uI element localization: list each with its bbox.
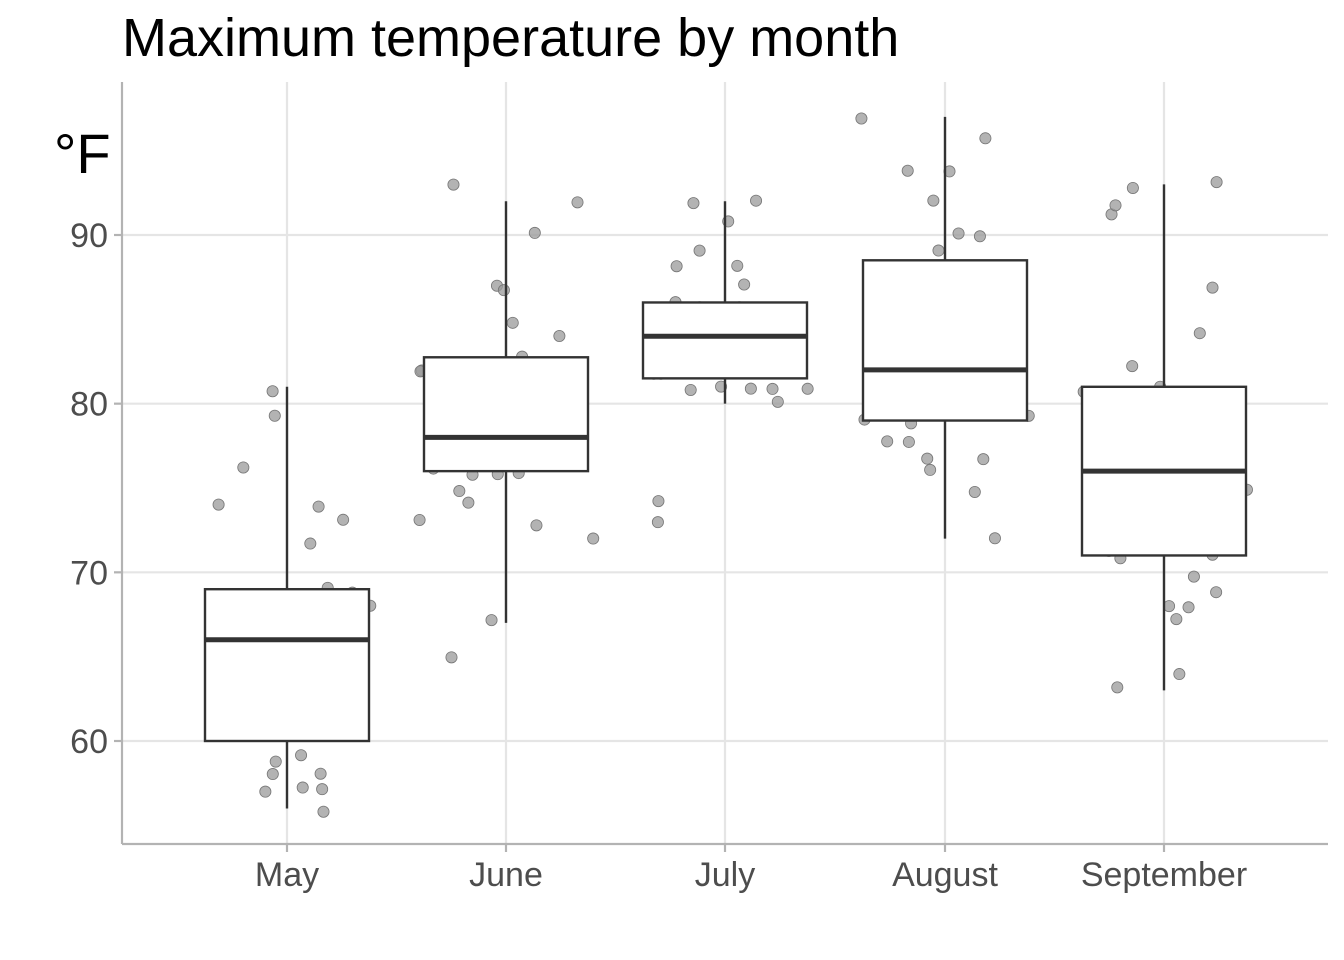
data-point-may-26 [316, 783, 329, 796]
y-tick-label-90: 90 [70, 217, 108, 255]
data-point-august-8 [952, 227, 965, 240]
x-tick-label-july: July [695, 856, 755, 894]
data-point-september-24 [1111, 681, 1124, 694]
box-june [422, 356, 590, 473]
data-point-september-20 [1173, 668, 1186, 681]
data-point-september-2 [1210, 176, 1223, 189]
data-point-may-20 [269, 755, 282, 768]
x-tick-label-june: June [469, 856, 543, 894]
data-point-july-14 [771, 395, 784, 408]
data-point-september-16 [1170, 613, 1183, 626]
data-point-may-25 [314, 767, 327, 780]
data-point-august-15 [921, 452, 934, 465]
data-point-july-30 [684, 383, 697, 396]
data-point-july-8 [687, 197, 700, 210]
data-point-july-11 [651, 516, 664, 529]
box-may [203, 587, 371, 743]
data-point-september-23 [1210, 586, 1223, 599]
data-point-august-20 [977, 453, 990, 466]
data-point-july-9 [693, 244, 706, 257]
data-point-may-29 [268, 409, 281, 422]
data-point-july-21 [766, 382, 779, 395]
data-point-june-2 [485, 614, 498, 627]
data-point-may-10 [212, 498, 225, 511]
data-point-june-10 [447, 178, 460, 191]
data-point-june-17 [445, 651, 458, 664]
data-point-august-21 [988, 532, 1001, 545]
data-point-september-1 [1109, 199, 1122, 212]
data-point-september-19 [1126, 360, 1139, 373]
x-tick-labels: May June July August September [255, 856, 1247, 894]
data-point-july-12 [801, 382, 814, 395]
data-point-august-28 [901, 164, 914, 177]
data-point-august-7 [973, 230, 986, 243]
data-point-may-21 [337, 513, 350, 526]
data-point-june-16 [587, 532, 600, 545]
data-point-august-27 [855, 112, 868, 125]
data-point-june-26 [413, 513, 426, 526]
data-point-july-27 [670, 260, 683, 273]
box-july [641, 301, 809, 380]
x-tick-label-august: August [892, 856, 998, 894]
data-point-september-5 [1193, 327, 1206, 340]
y-tick-label-60: 60 [70, 723, 108, 761]
data-point-june-1 [462, 496, 475, 509]
data-point-september-18 [1182, 601, 1195, 614]
data-point-june-8 [528, 226, 541, 239]
data-point-september-3 [1126, 181, 1139, 194]
data-point-june-9 [497, 284, 510, 297]
box-august [861, 259, 1029, 422]
data-point-june-24 [453, 485, 466, 498]
data-point-august-9 [927, 194, 940, 207]
data-point-may-2 [312, 500, 325, 513]
x-tick-label-september: September [1081, 856, 1247, 894]
data-point-may-4 [317, 805, 330, 818]
data-point-july-20 [652, 495, 665, 508]
chart-title: Maximum temperature by month [122, 8, 899, 68]
data-point-may-24 [296, 781, 309, 794]
y-tick-label-70: 70 [70, 554, 108, 592]
y-tick-label-80: 80 [70, 386, 108, 424]
data-point-may-14 [266, 768, 279, 781]
data-point-june-11 [571, 196, 584, 209]
data-point-september-4 [1206, 281, 1219, 294]
y-tick-labels: 60 70 80 90 [70, 217, 108, 761]
data-point-may-17 [259, 785, 272, 798]
data-point-may-7 [295, 749, 308, 762]
data-point-june-3 [553, 329, 566, 342]
data-point-august-22 [968, 485, 981, 498]
data-point-august-18 [881, 435, 894, 448]
data-point-may-30 [237, 461, 250, 474]
y-axis-unit-label: °F [54, 122, 111, 185]
boxplots [203, 116, 1248, 809]
data-point-august-19 [902, 435, 915, 448]
data-point-june-4 [506, 316, 519, 329]
data-point-august-6 [932, 244, 945, 257]
data-point-september-25 [1187, 570, 1200, 583]
data-point-july-7 [750, 194, 763, 207]
data-point-august-29 [979, 132, 992, 145]
data-point-july-2 [744, 382, 757, 395]
x-tick-label-may: May [255, 856, 319, 894]
axes [114, 82, 1328, 852]
data-point-july-18 [738, 278, 751, 291]
data-point-may-28 [266, 385, 279, 398]
data-point-june-18 [530, 519, 543, 532]
data-point-may-1 [304, 537, 317, 550]
data-point-july-6 [731, 259, 744, 272]
data-point-august-17 [924, 463, 937, 476]
